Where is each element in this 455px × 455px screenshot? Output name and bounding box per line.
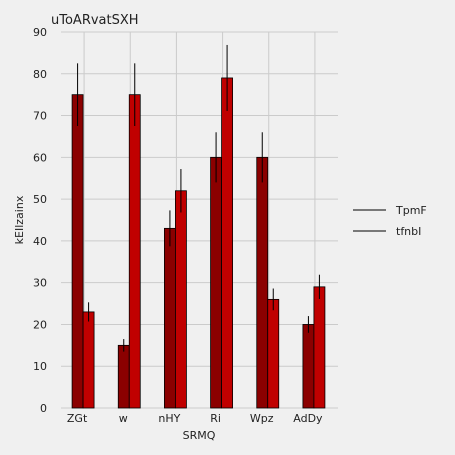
y-tick-label: 70 [33,110,47,123]
x-axis-label: SRMQ [183,429,216,442]
legend-label-tfnbi: tfnbI [396,225,421,238]
y-tick-label: 0 [40,402,47,415]
y-tick-label: 40 [33,235,47,248]
x-tick-label: ZGt [67,412,88,425]
x-tick-label: w [119,412,128,425]
bars [71,77,326,409]
x-tick-label: AdDy [293,412,323,425]
bar-0-Wpz [256,156,269,409]
bar-0-Ri [210,156,222,409]
y-tick-label: 20 [33,318,47,331]
y-tick-label: 30 [33,277,47,290]
bar-1-nHY [175,190,187,409]
x-tick-label: nHY [158,412,180,425]
y-axis-label: kEIlzainx [13,195,26,244]
bar-0-w [117,344,130,409]
bar-1-Wpz [267,298,280,409]
y-tick-label: 60 [33,151,47,164]
legend-label-tpmf: TpmF [395,204,427,217]
x-axis-ticks: ZGt w nHY Ri Wpz AdDy [67,412,323,425]
bar-0-nHY [164,227,176,409]
legend: TpmF tfnbI [353,204,427,238]
chart-title: uToARvatSXH [51,13,139,28]
y-tick-label: 80 [33,68,47,81]
x-tick-label: Ri [210,412,221,425]
bar-1-Ri [221,77,233,409]
y-tick-label: 50 [33,193,47,206]
bar-1-w [128,94,141,409]
bar-0-ZGt [71,94,84,409]
x-tick-label: Wpz [250,412,274,425]
y-axis-ticks: 0 10 20 30 40 50 60 70 80 90 [33,26,47,415]
plot-background [61,32,338,408]
bar-0-AdDy [302,324,315,409]
error-bars [77,44,320,352]
y-tick-label: 10 [33,360,47,373]
bar-1-ZGt [82,311,95,409]
y-tick-label: 90 [33,26,47,39]
bar-1-AdDy [313,286,326,409]
